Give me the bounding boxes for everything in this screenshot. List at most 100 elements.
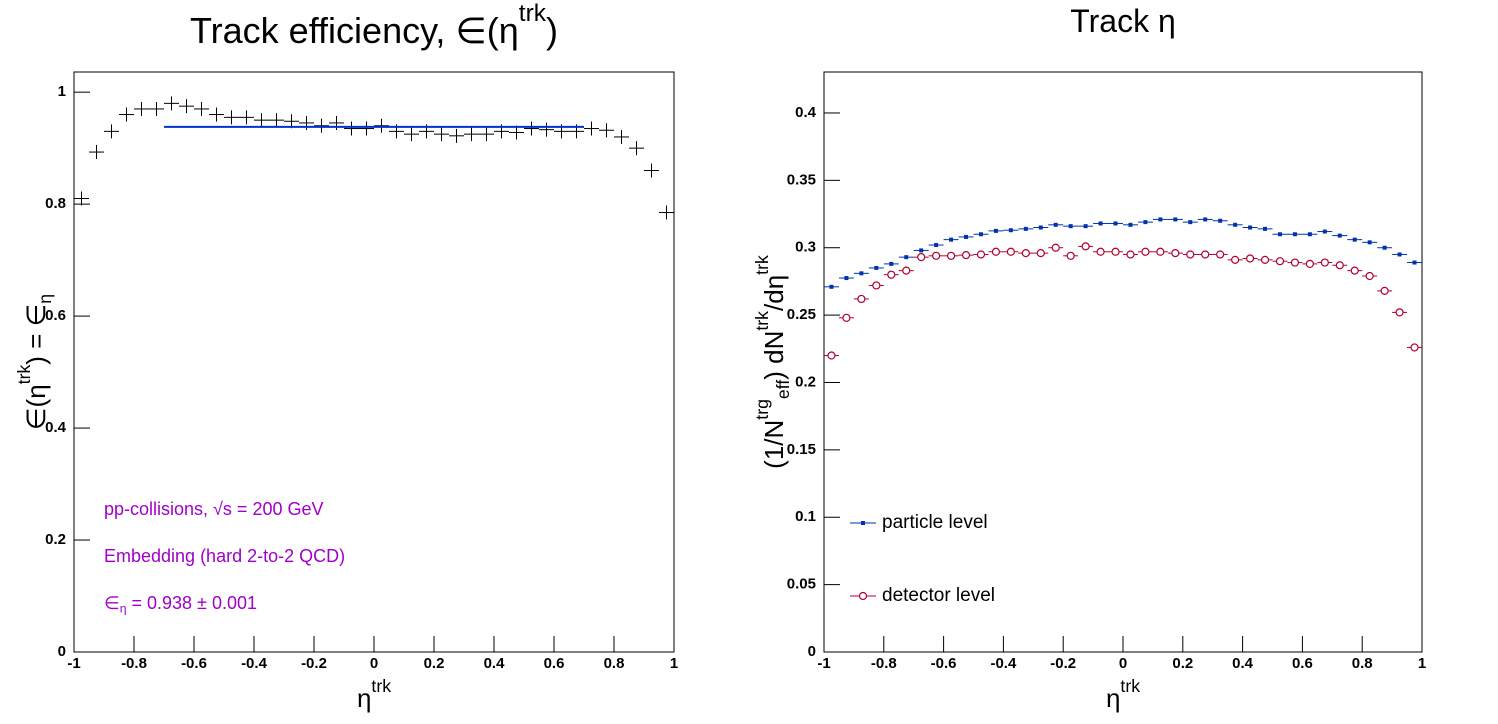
y-tick-label: 0.1 xyxy=(795,508,816,525)
data-point xyxy=(359,121,374,136)
data-point xyxy=(898,255,914,260)
data-point xyxy=(1287,232,1303,237)
text-part: trk xyxy=(519,0,547,27)
x-tick-label: 0.2 xyxy=(1172,655,1193,672)
annotation: pp-collisions, √s = 200 GeV xyxy=(104,499,324,519)
text-part: trk xyxy=(752,255,772,275)
data-point xyxy=(659,205,674,220)
data-point xyxy=(479,127,494,142)
data-point xyxy=(1287,258,1303,267)
point-marker xyxy=(1096,247,1105,256)
data-point xyxy=(269,113,284,128)
data-point xyxy=(1362,271,1378,281)
data-point xyxy=(1182,220,1198,225)
point-marker xyxy=(932,251,941,260)
point-marker xyxy=(993,228,998,233)
data-point xyxy=(164,96,179,111)
data-point xyxy=(1033,225,1049,230)
data-point xyxy=(254,113,269,128)
data-point xyxy=(943,251,959,260)
point-marker xyxy=(1395,308,1404,317)
text-part: ) dN xyxy=(759,331,789,380)
y-tick-label: 0.05 xyxy=(787,576,816,593)
text-part: pp-collisions, √s = 200 GeV xyxy=(104,499,324,519)
x-tick-label: -0.2 xyxy=(301,655,327,672)
chart-title: Track efficiency, ∈(ηtrk) xyxy=(190,0,558,50)
point-marker xyxy=(964,234,969,239)
point-marker xyxy=(1380,286,1389,295)
point-marker xyxy=(1006,247,1015,256)
point-marker xyxy=(844,276,849,281)
y-tick-label: 0.8 xyxy=(45,195,66,212)
point-marker xyxy=(1126,250,1135,259)
plot-frame xyxy=(823,71,1423,653)
point-marker xyxy=(857,294,866,304)
x-tick-label: -0.4 xyxy=(241,655,268,672)
text-part: ∈ xyxy=(104,593,120,613)
data-point xyxy=(179,99,194,114)
data-point xyxy=(464,127,479,142)
data-point xyxy=(868,265,884,270)
data-point xyxy=(1407,343,1422,352)
data-point xyxy=(1137,247,1153,256)
point-marker xyxy=(829,284,834,289)
data-point xyxy=(1093,247,1109,256)
data-point xyxy=(1078,224,1094,229)
data-point xyxy=(1167,217,1183,222)
data-point xyxy=(1108,221,1123,226)
data-point xyxy=(883,270,899,279)
data-point xyxy=(1137,220,1153,225)
point-marker xyxy=(827,351,836,360)
point-marker xyxy=(1248,225,1253,230)
y-tick-label: 0 xyxy=(808,643,816,660)
text-part: trk xyxy=(1120,676,1140,696)
data-point xyxy=(434,127,449,142)
x-tick-label: -0.4 xyxy=(990,655,1017,672)
data-point xyxy=(239,110,254,125)
data-point xyxy=(913,248,929,253)
y-tick-label: 0.4 xyxy=(45,419,67,436)
chart-title: Track η xyxy=(1070,3,1176,39)
text-part: η xyxy=(120,602,127,616)
y-tick-label: 0.2 xyxy=(45,531,66,548)
data-point xyxy=(898,266,914,275)
data-point xyxy=(404,127,419,142)
data-point xyxy=(1063,251,1079,260)
x-tick-label: -0.2 xyxy=(1050,655,1076,672)
data-point xyxy=(1242,225,1258,230)
legend-marker xyxy=(858,591,868,601)
text-part: = 0.938 ± 0.001 xyxy=(127,593,257,613)
point-marker xyxy=(1275,257,1285,266)
y-tick-label: 1 xyxy=(58,83,66,100)
point-marker xyxy=(1365,271,1374,281)
text-part: trk xyxy=(752,311,772,331)
point-marker xyxy=(874,265,879,270)
text-part: ) xyxy=(546,10,558,51)
data-point xyxy=(1093,221,1109,226)
point-marker xyxy=(889,261,894,266)
data-point xyxy=(1347,237,1363,242)
point-marker xyxy=(1173,217,1178,222)
x-tick-label: 0.8 xyxy=(1352,655,1373,672)
text-part: η xyxy=(357,683,371,713)
data-point xyxy=(1227,255,1243,264)
data-point xyxy=(838,313,854,322)
point-marker xyxy=(1231,255,1240,264)
x-axis-label: ηtrk xyxy=(357,676,391,713)
x-tick-label: 0.6 xyxy=(544,655,565,672)
data-point xyxy=(1197,217,1213,222)
data-point xyxy=(838,276,854,281)
point-marker xyxy=(1128,222,1133,227)
x-tick-label: 1 xyxy=(1418,655,1426,672)
data-point xyxy=(314,118,329,133)
point-marker xyxy=(1382,245,1387,250)
data-point xyxy=(1048,222,1064,227)
data-point xyxy=(1003,228,1019,233)
data-point xyxy=(928,243,944,248)
point-marker xyxy=(1260,255,1270,264)
text-part: trg xyxy=(752,399,772,420)
point-marker xyxy=(902,266,911,275)
x-tick-label: 0.4 xyxy=(484,655,506,672)
data-point xyxy=(1302,232,1318,237)
data-point xyxy=(1018,226,1034,231)
